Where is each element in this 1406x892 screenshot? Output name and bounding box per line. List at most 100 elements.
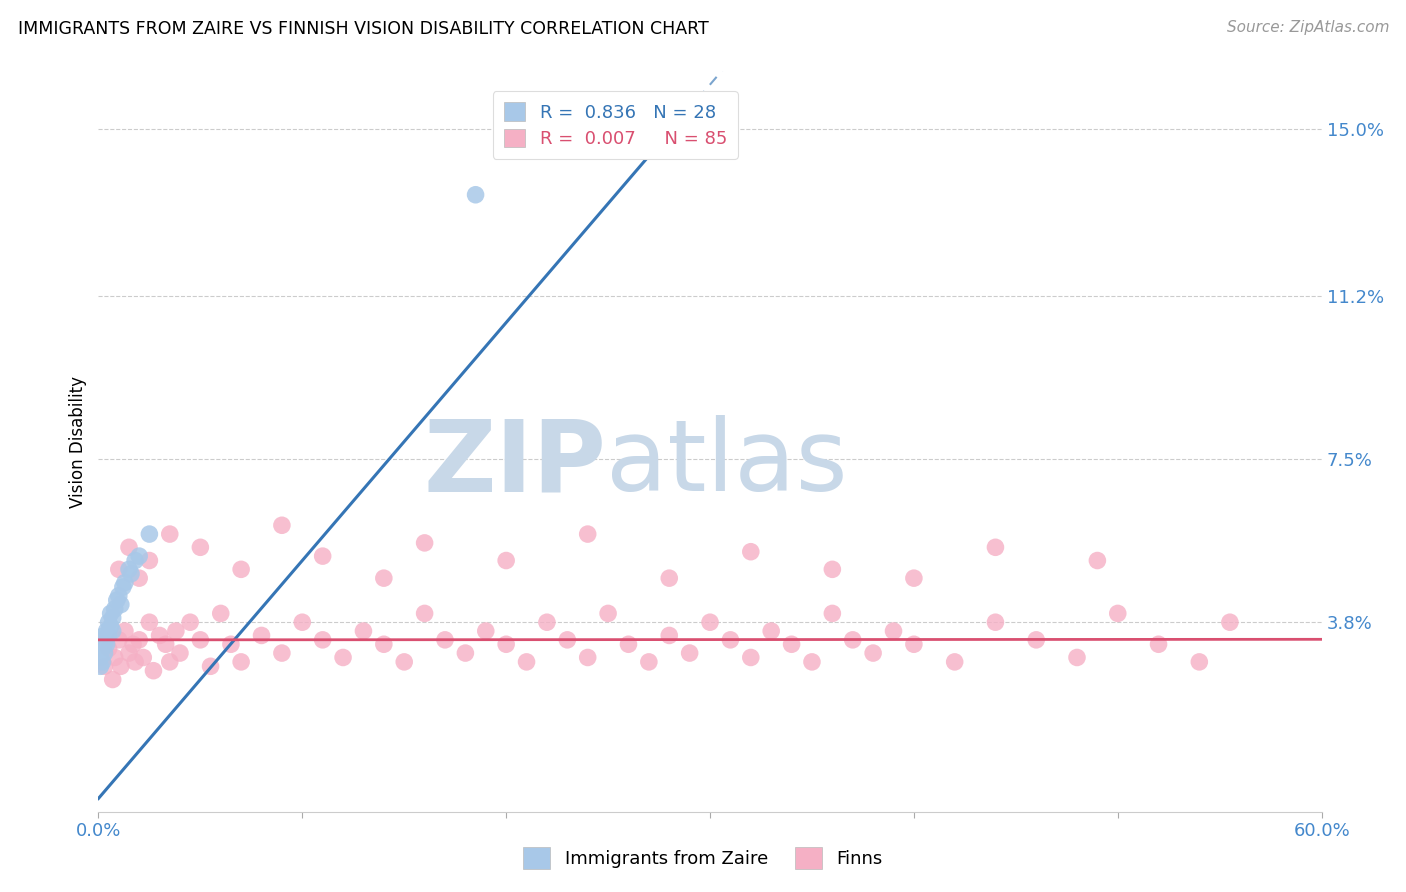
- Point: [138, 615, 160, 630]
- Point: [883, 624, 905, 638]
- Point: [108, 589, 131, 603]
- Point: [118, 646, 141, 660]
- Point: [105, 593, 128, 607]
- Point: [100, 620, 122, 634]
- Point: [124, 655, 146, 669]
- Point: [120, 566, 142, 581]
- Point: [495, 637, 517, 651]
- Point: [1066, 650, 1088, 665]
- Point: [209, 607, 232, 621]
- Point: [138, 553, 160, 567]
- Point: [373, 571, 395, 585]
- Point: [943, 655, 966, 669]
- Point: [108, 562, 131, 576]
- Point: [93, 646, 115, 660]
- Legend: Immigrants from Zaire, Finns: Immigrants from Zaire, Finns: [515, 838, 891, 879]
- Point: [91, 655, 114, 669]
- Point: [101, 611, 124, 625]
- Point: [821, 607, 844, 621]
- Point: [373, 637, 395, 651]
- Point: [101, 624, 124, 638]
- Point: [97, 615, 120, 630]
- Point: [658, 571, 681, 585]
- Point: [617, 637, 640, 651]
- Point: [1219, 615, 1241, 630]
- Y-axis label: Vision Disability: Vision Disability: [69, 376, 87, 508]
- Point: [93, 637, 115, 651]
- Point: [903, 571, 925, 585]
- Point: [699, 615, 721, 630]
- Point: [114, 575, 136, 590]
- Point: [352, 624, 374, 638]
- Point: [576, 527, 599, 541]
- Point: [138, 527, 160, 541]
- Point: [159, 655, 181, 669]
- Point: [118, 562, 141, 576]
- Point: [392, 655, 416, 669]
- Point: [91, 641, 114, 656]
- Text: ZIP: ZIP: [423, 416, 606, 512]
- Point: [1107, 607, 1129, 621]
- Point: [114, 624, 136, 638]
- Point: [312, 632, 335, 647]
- Point: [637, 655, 661, 669]
- Point: [679, 646, 702, 660]
- Point: [576, 650, 599, 665]
- Point: [862, 646, 884, 660]
- Point: [200, 659, 222, 673]
- Point: [155, 637, 177, 651]
- Point: [104, 602, 127, 616]
- Point: [516, 655, 538, 669]
- Point: [97, 641, 120, 656]
- Point: [841, 632, 863, 647]
- Point: [188, 632, 212, 647]
- Point: [96, 624, 118, 638]
- Point: [718, 632, 742, 647]
- Point: [179, 615, 201, 630]
- Point: [93, 659, 115, 673]
- Point: [165, 624, 187, 638]
- Point: [434, 632, 457, 647]
- Point: [91, 632, 114, 647]
- Point: [780, 637, 803, 651]
- Point: [761, 624, 783, 638]
- Point: [108, 632, 131, 647]
- Point: [100, 607, 122, 621]
- Point: [231, 562, 253, 576]
- Point: [159, 527, 181, 541]
- Point: [1025, 632, 1047, 647]
- Point: [149, 628, 172, 642]
- Point: [89, 650, 111, 665]
- Point: [250, 628, 273, 642]
- Point: [97, 628, 120, 642]
- Point: [740, 650, 762, 665]
- Text: IMMIGRANTS FROM ZAIRE VS FINNISH VISION DISABILITY CORRELATION CHART: IMMIGRANTS FROM ZAIRE VS FINNISH VISION …: [18, 20, 709, 37]
- Point: [801, 655, 824, 669]
- Point: [132, 650, 155, 665]
- Point: [128, 549, 150, 563]
- Point: [128, 571, 150, 585]
- Point: [740, 545, 762, 559]
- Point: [903, 637, 925, 651]
- Point: [124, 553, 146, 567]
- Point: [96, 637, 118, 651]
- Point: [270, 518, 294, 533]
- Point: [122, 637, 145, 651]
- Point: [1085, 553, 1108, 567]
- Point: [118, 541, 141, 555]
- Point: [495, 553, 517, 567]
- Point: [332, 650, 354, 665]
- Point: [413, 536, 436, 550]
- Point: [598, 607, 620, 621]
- Point: [169, 646, 191, 660]
- Point: [984, 615, 1007, 630]
- Point: [536, 615, 558, 630]
- Point: [188, 541, 212, 555]
- Point: [658, 628, 681, 642]
- Point: [89, 659, 111, 673]
- Point: [93, 628, 115, 642]
- Point: [231, 655, 253, 669]
- Point: [555, 632, 579, 647]
- Point: [464, 187, 486, 202]
- Text: Source: ZipAtlas.com: Source: ZipAtlas.com: [1226, 20, 1389, 35]
